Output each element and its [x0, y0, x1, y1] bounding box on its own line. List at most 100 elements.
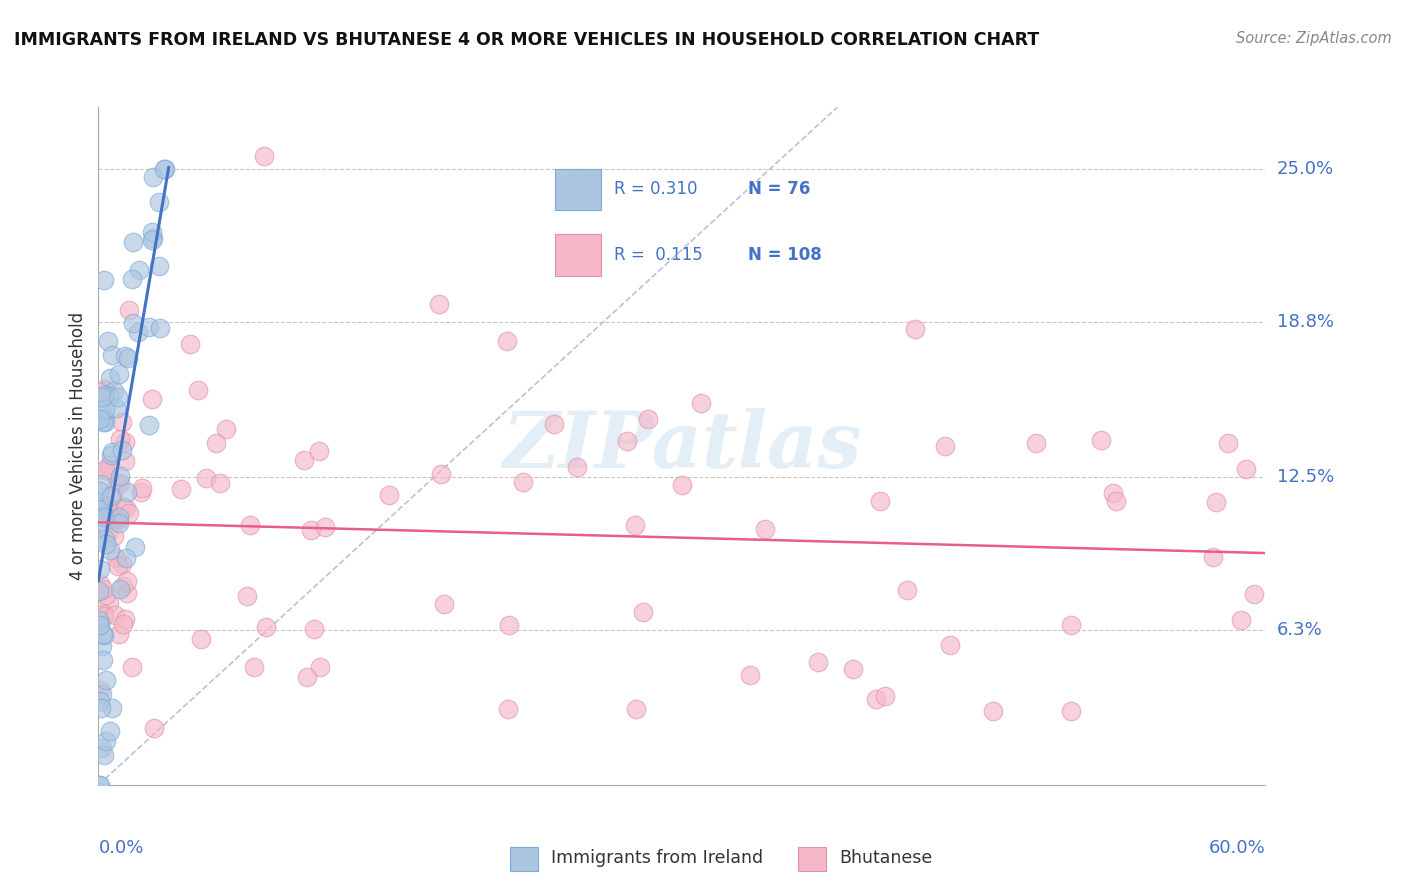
Point [253, 149, 276, 163]
Point [91, 582, 114, 596]
Point [690, 396, 713, 410]
Point [101, 348, 124, 362]
Point [671, 478, 693, 492]
Point [114, 612, 136, 626]
Point [108, 582, 131, 597]
Point [496, 334, 519, 349]
Point [148, 259, 170, 273]
Point [89, 693, 111, 707]
Point [96, 733, 118, 747]
Point [149, 321, 172, 335]
Bar [509, 847, 538, 871]
Point [97, 458, 120, 472]
Point [93, 748, 115, 763]
Point [1102, 486, 1125, 500]
Point [93, 607, 115, 621]
Point [121, 659, 143, 673]
Point [631, 606, 654, 620]
Point [427, 297, 450, 311]
Point [93, 627, 115, 641]
Point [93, 463, 115, 477]
Point [112, 579, 135, 593]
Point [93, 272, 115, 286]
Point [187, 383, 209, 397]
Point [117, 506, 139, 520]
Point [190, 632, 212, 646]
Point [131, 481, 153, 495]
Point [1060, 704, 1083, 718]
Point [124, 540, 146, 554]
Point [98, 543, 121, 558]
Point [869, 494, 891, 508]
Point [430, 467, 453, 481]
Point [89, 778, 111, 792]
Point [565, 460, 588, 475]
Text: ZIPatlas: ZIPatlas [502, 408, 862, 484]
Point [98, 723, 121, 738]
Point [108, 476, 131, 491]
Point [239, 518, 262, 533]
Point [637, 412, 659, 426]
Point [111, 442, 134, 457]
Point [179, 337, 201, 351]
Point [89, 384, 111, 399]
Point [138, 320, 160, 334]
Point [740, 668, 762, 682]
Point [89, 613, 111, 627]
Point [100, 445, 122, 459]
Point [148, 194, 170, 209]
Point [89, 477, 111, 491]
Point [91, 741, 114, 756]
Point [129, 484, 152, 499]
Point [111, 558, 134, 572]
Point [89, 497, 111, 511]
Point [939, 638, 962, 652]
Point [875, 690, 897, 704]
Point [142, 170, 165, 185]
Point [112, 500, 135, 514]
Point [215, 422, 238, 436]
Point [91, 390, 114, 404]
Point [96, 537, 118, 551]
Point [114, 550, 136, 565]
Point [807, 655, 830, 669]
Point [89, 483, 111, 498]
Point [1216, 436, 1239, 450]
Point [122, 316, 145, 330]
Point [624, 702, 647, 716]
Point [93, 510, 115, 524]
Point [93, 416, 115, 430]
Point [208, 476, 231, 491]
Point [108, 432, 131, 446]
Point [111, 416, 134, 430]
Point [543, 417, 565, 431]
Point [107, 390, 129, 404]
Point [96, 498, 118, 512]
Point [842, 662, 865, 676]
Point [141, 392, 163, 406]
Text: Bhutanese: Bhutanese [839, 849, 932, 867]
Point [107, 558, 129, 573]
Point [97, 334, 120, 349]
Point [115, 484, 138, 499]
Point [94, 504, 117, 518]
Point [101, 513, 124, 527]
Point [1234, 462, 1257, 476]
Point [112, 617, 135, 632]
Point [254, 620, 277, 634]
Point [934, 439, 956, 453]
Point [107, 475, 129, 490]
Point [108, 510, 131, 524]
Point [302, 622, 325, 636]
Point [89, 494, 111, 508]
Point [865, 691, 887, 706]
Point [117, 351, 139, 365]
Point [498, 702, 520, 716]
Point [118, 302, 141, 317]
Point [93, 532, 115, 546]
Point [204, 436, 226, 450]
Point [101, 487, 124, 501]
Text: 12.5%: 12.5% [1277, 467, 1334, 486]
Point [94, 588, 117, 602]
Point [498, 617, 520, 632]
